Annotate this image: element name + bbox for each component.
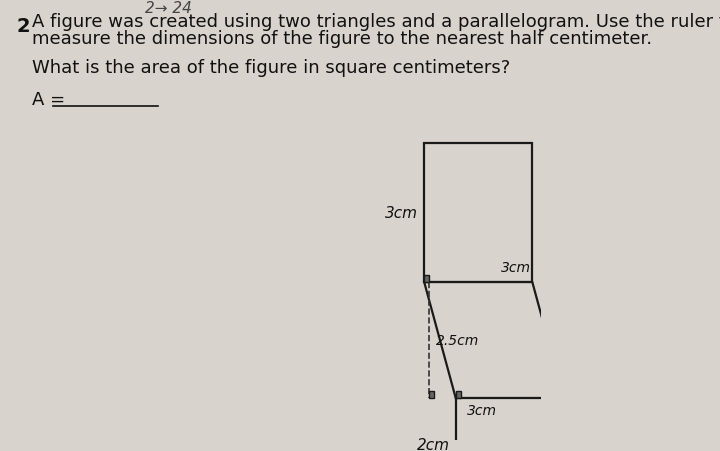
Polygon shape	[428, 391, 434, 398]
Polygon shape	[424, 143, 532, 282]
Text: 2.5cm: 2.5cm	[436, 333, 480, 347]
Polygon shape	[424, 276, 429, 282]
Text: 2cm: 2cm	[417, 437, 450, 451]
Text: 3cm: 3cm	[501, 261, 531, 275]
Text: A =: A =	[32, 91, 71, 109]
Text: 3cm: 3cm	[467, 403, 497, 417]
Text: 2→ 24: 2→ 24	[145, 1, 192, 16]
Polygon shape	[456, 391, 461, 398]
Text: A figure was created using two triangles and a parallelogram. Use the ruler to: A figure was created using two triangles…	[32, 13, 720, 31]
Text: 3cm: 3cm	[385, 206, 418, 221]
Text: 2: 2	[17, 17, 30, 36]
Text: What is the area of the figure in square centimeters?: What is the area of the figure in square…	[32, 59, 510, 77]
Text: measure the dimensions of the figure to the nearest half centimeter.: measure the dimensions of the figure to …	[32, 30, 652, 48]
Polygon shape	[456, 398, 564, 451]
Polygon shape	[424, 282, 564, 398]
